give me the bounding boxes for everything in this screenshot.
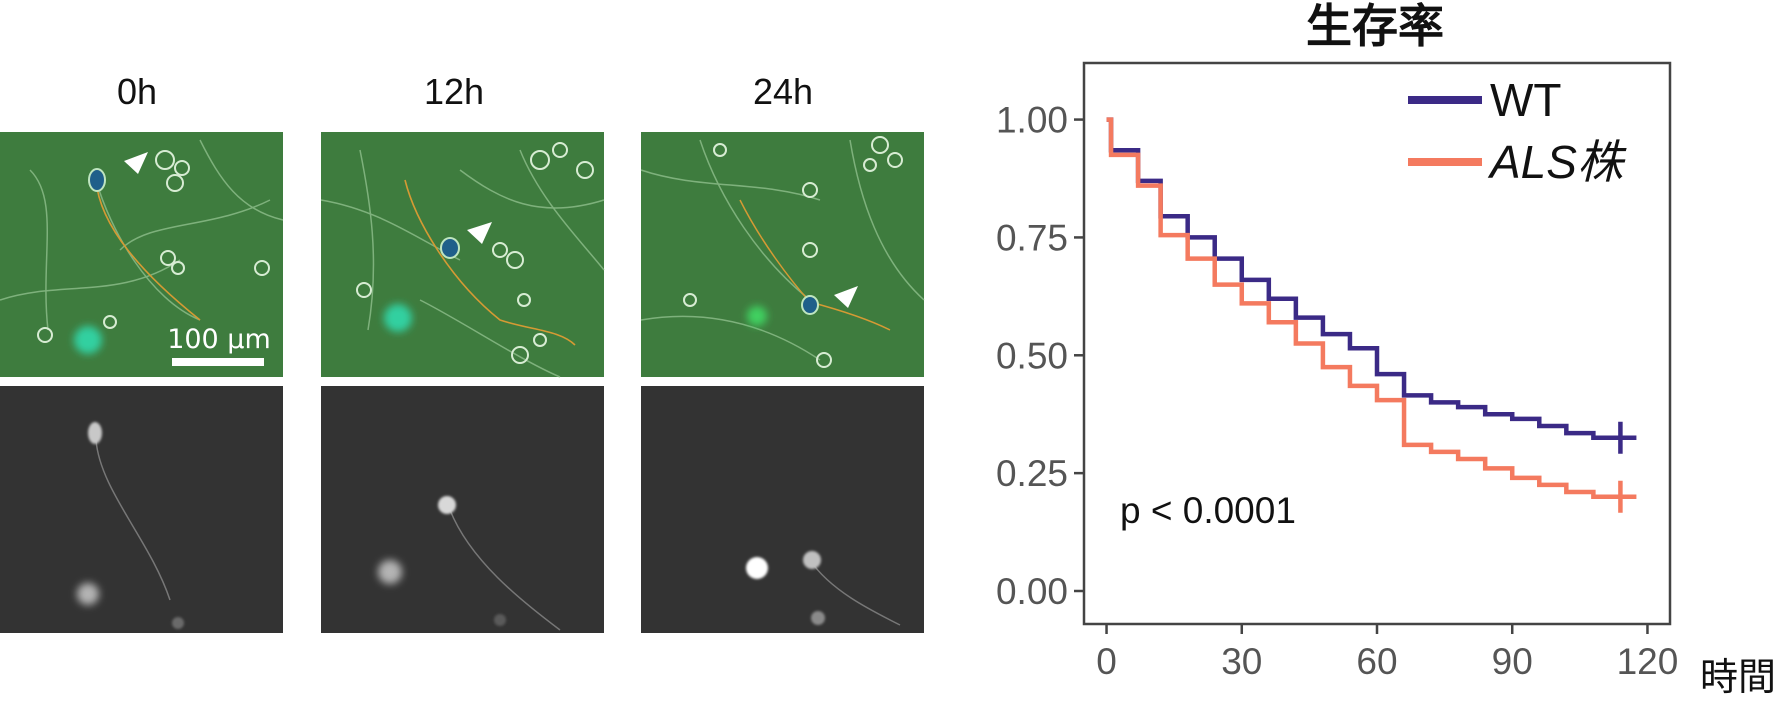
- arrowhead-icon: [124, 152, 148, 174]
- phase-image-0h: 100 µm: [0, 132, 284, 377]
- x-tick-label: 120: [1617, 641, 1679, 682]
- scale-bar-label: 100 µm: [167, 324, 271, 355]
- arrowhead-icon: [467, 222, 492, 244]
- x-tick-label: 90: [1492, 641, 1533, 682]
- legend: WT ALS株: [1408, 74, 1627, 188]
- legend-label: WT: [1490, 74, 1562, 126]
- chart-title: 生存率: [1306, 0, 1444, 53]
- y-tick-label: 0.00: [996, 571, 1068, 612]
- x-axis: 0 30 60 90 120: [1096, 624, 1678, 682]
- micrograph-panels: 0h 12h 24h 100 µm: [0, 71, 925, 633]
- y-tick-label: 0.50: [996, 335, 1068, 376]
- phase-image-24h: [640, 132, 925, 377]
- x-tick-label: 0: [1096, 641, 1117, 682]
- arrowhead-icon: [834, 286, 858, 308]
- x-tick-label: 30: [1221, 641, 1262, 682]
- fluorescence-image-24h: [641, 386, 924, 633]
- x-tick-label: 60: [1356, 641, 1397, 682]
- y-tick-label: 0.25: [996, 453, 1068, 494]
- survival-chart: 生存率 0.00 0.25 0.50 0.75 1.00 0 30 60 90 120 WT AL…: [996, 0, 1776, 699]
- y-tick-label: 1.00: [996, 100, 1068, 141]
- scale-bar: [172, 358, 264, 366]
- p-value-annotation: p < 0.0001: [1120, 490, 1296, 531]
- censor-marker: [1604, 480, 1637, 513]
- fluorescence-image-0h: [0, 386, 283, 633]
- time-label-0h: 0h: [117, 71, 157, 112]
- series-layer: [1106, 117, 1637, 513]
- series-line-wt: [1106, 117, 1621, 441]
- series-line-als: [1106, 117, 1621, 499]
- legend-label: ALS株: [1487, 136, 1627, 188]
- time-label-24h: 24h: [753, 71, 813, 112]
- fluorescence-image-12h: [321, 386, 604, 633]
- time-label-12h: 12h: [424, 71, 484, 112]
- censor-marker: [1604, 421, 1637, 454]
- y-tick-label: 0.75: [996, 217, 1068, 258]
- x-axis-label: 時間: [1700, 655, 1776, 699]
- y-axis: 0.00 0.25 0.50 0.75 1.00: [996, 100, 1084, 612]
- phase-image-12h: [320, 132, 605, 378]
